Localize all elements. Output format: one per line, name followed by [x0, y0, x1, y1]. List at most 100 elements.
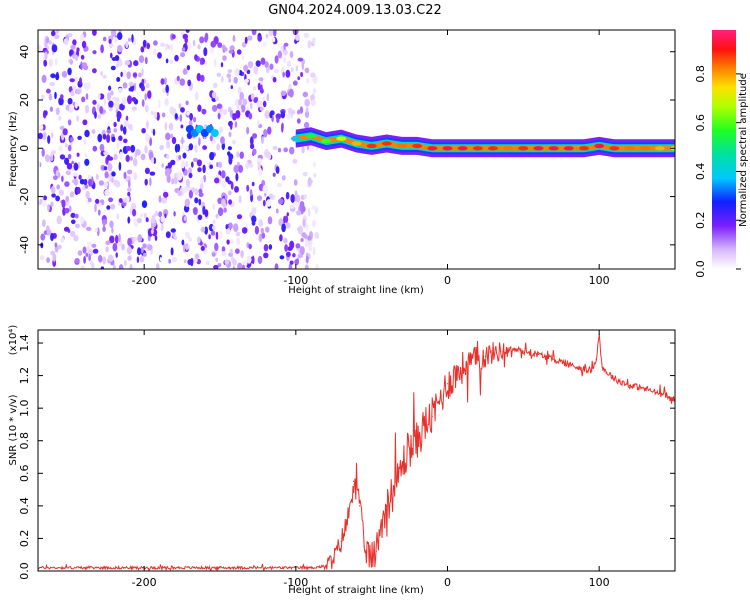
noise-speck [216, 103, 223, 109]
noise-speck [297, 225, 304, 235]
noise-speck [69, 191, 75, 198]
noise-speck [63, 38, 69, 45]
snr-point [583, 368, 585, 370]
noise-speck [117, 58, 123, 67]
noise-speck [193, 207, 198, 215]
noise-speck [144, 56, 148, 65]
noise-speck [71, 219, 76, 225]
noise-speck [312, 88, 317, 94]
noise-speck [200, 74, 205, 82]
noise-speck [181, 136, 184, 145]
noise-speck [156, 112, 160, 121]
noise-speck [246, 255, 252, 264]
noise-speck [159, 144, 164, 151]
noise-speck [85, 226, 92, 231]
noise-speck [113, 121, 117, 128]
noise-speck [169, 59, 173, 65]
noise-speck [307, 235, 312, 241]
snr-point [601, 366, 603, 369]
noise-speck [262, 184, 268, 194]
noise-speck [51, 30, 56, 37]
noise-speck [265, 33, 269, 39]
noise-speck [92, 145, 98, 152]
noise-speck [198, 188, 203, 194]
noise-speck [254, 225, 259, 235]
noise-speck [220, 76, 224, 83]
noise-speck [46, 257, 50, 263]
noise-speck [123, 138, 128, 144]
noise-speck [204, 209, 209, 218]
noise-speck [38, 44, 42, 53]
noise-speck [204, 32, 209, 42]
noise-speck [154, 235, 158, 241]
noise-speck [275, 166, 280, 174]
noise-speck [103, 36, 107, 42]
noise-speck [202, 164, 206, 174]
noise-speck [167, 162, 173, 169]
noise-speck [227, 146, 232, 151]
noise-speck [113, 128, 118, 133]
snr-point [82, 567, 85, 569]
noise-speck [86, 241, 93, 247]
noise-speck [307, 178, 312, 187]
noise-speck [248, 243, 252, 250]
noise-speck [97, 133, 103, 143]
noise-speck [123, 260, 127, 267]
noise-speck [102, 256, 107, 265]
noise-speck [299, 106, 303, 114]
noise-speck [304, 264, 309, 269]
noise-speck [241, 41, 247, 48]
noise-speck [240, 250, 244, 258]
noise-speck [228, 78, 232, 83]
noise-speck [50, 232, 54, 242]
noise-speck [130, 202, 137, 211]
noise-speck [194, 54, 198, 61]
x-tick-label: 100 [589, 274, 610, 287]
noise-speck [54, 57, 58, 66]
noise-speck [194, 91, 199, 101]
noise-speck [40, 233, 46, 241]
noise-speck [275, 208, 279, 214]
snr-point [375, 550, 377, 553]
noise-speck [75, 54, 79, 62]
noise-speck [46, 229, 52, 236]
noise-speck [217, 263, 222, 268]
noise-speck [161, 197, 167, 204]
noise-speck [97, 227, 100, 237]
noise-speck [51, 193, 56, 198]
noise-speck [248, 112, 253, 120]
noise-speck [228, 156, 233, 165]
noise-speck [188, 172, 193, 179]
noise-speck [193, 116, 197, 123]
noise-speck [128, 87, 133, 92]
noise-speck [312, 37, 316, 44]
noise-speck [74, 258, 80, 264]
y-tick-label: 1.0 [18, 399, 31, 417]
ridge-point [518, 146, 529, 151]
noise-speck [98, 254, 103, 263]
noise-speck [61, 199, 66, 208]
noise-speck [229, 248, 233, 254]
noise-speck [235, 231, 241, 237]
noise-speck [165, 84, 169, 94]
snr-background [38, 330, 675, 571]
noise-speck [204, 226, 209, 235]
noise-speck [283, 42, 289, 47]
snr-point [659, 392, 661, 395]
snr-frame [37, 329, 676, 572]
noise-speck [286, 212, 289, 217]
noise-speck [115, 252, 118, 258]
noise-speck [165, 132, 171, 141]
noise-speck [128, 123, 133, 130]
noise-speck [229, 121, 233, 130]
noise-speck [169, 106, 175, 115]
noise-speck [269, 111, 273, 119]
noise-speck [274, 55, 279, 64]
snr-point [219, 567, 221, 569]
snr-point [595, 358, 597, 360]
noise-speck [308, 243, 313, 252]
noise-speck [180, 145, 184, 150]
snr-panel: -200 -100 0 100 0.0 0.2 0.4 0.6 0.8 1.0 1.2 1.4 Hei… [8, 325, 676, 596]
noise-speck [100, 44, 104, 54]
ridge-point [412, 143, 423, 149]
